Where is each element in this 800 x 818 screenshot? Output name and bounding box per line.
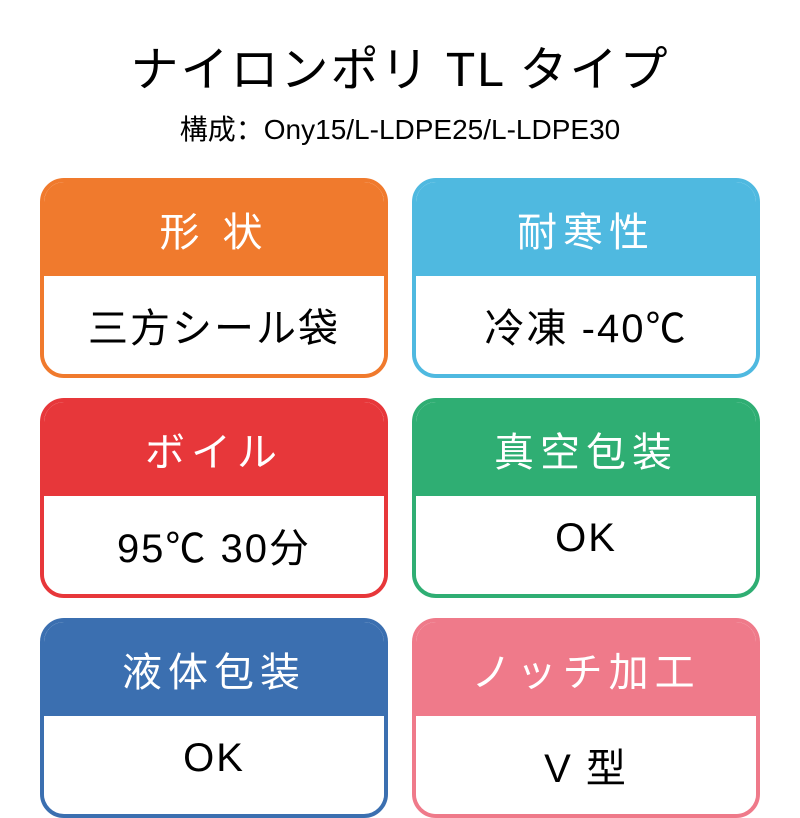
spec-card-header: 耐寒性	[416, 182, 756, 276]
spec-card-value: OK	[44, 716, 384, 801]
spec-card: 真空包装 OK	[412, 398, 760, 598]
spec-card-header: ボイル	[44, 402, 384, 496]
spec-card-value: 95℃ 30分	[44, 496, 384, 594]
spec-card-header: 真空包装	[416, 402, 756, 496]
page-title: ナイロンポリ TL タイプ	[131, 30, 670, 100]
spec-card-header: ノッチ加工	[416, 622, 756, 716]
spec-card-value: 冷凍 -40℃	[416, 276, 756, 374]
spec-card-header: 液体包装	[44, 622, 384, 716]
spec-card: 耐寒性 冷凍 -40℃	[412, 178, 760, 378]
spec-card-value: V 型	[416, 716, 756, 814]
spec-card-value: 三方シール袋	[44, 276, 384, 374]
page-subtitle: 構成：Ony15/L-LDPE25/L-LDPE30	[180, 108, 620, 148]
spec-card: 形 状 三方シール袋	[40, 178, 388, 378]
spec-card: ノッチ加工 V 型	[412, 618, 760, 818]
spec-card-header: 形 状	[44, 182, 384, 276]
spec-card: ボイル 95℃ 30分	[40, 398, 388, 598]
spec-card: 液体包装 OK	[40, 618, 388, 818]
spec-card-value: OK	[416, 496, 756, 581]
spec-grid: 形 状 三方シール袋 耐寒性 冷凍 -40℃ ボイル 95℃ 30分 真空包装 …	[40, 178, 760, 818]
